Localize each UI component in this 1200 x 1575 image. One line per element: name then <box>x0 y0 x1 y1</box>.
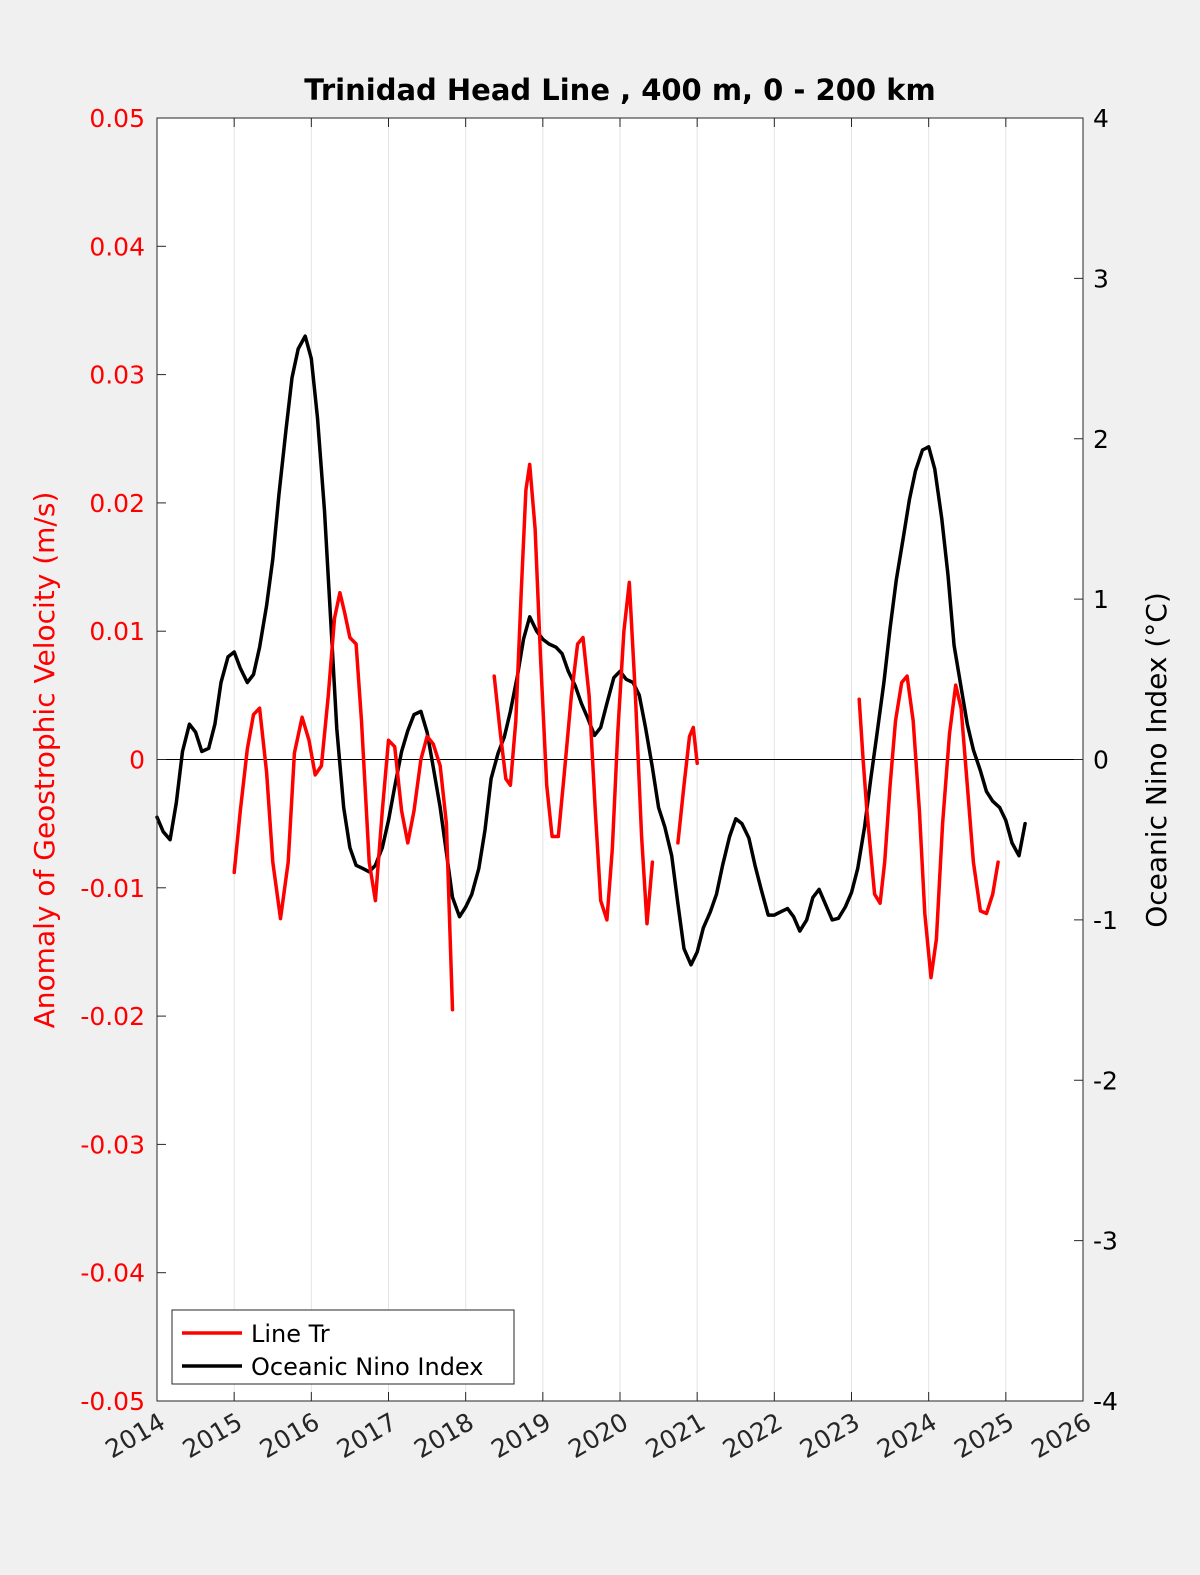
y-right-tick-label: -3 <box>1093 1227 1118 1256</box>
x-tick-label: 2019 <box>486 1407 556 1464</box>
y-left-tick-label: -0.01 <box>80 874 145 903</box>
y-right-tick-label: -4 <box>1093 1387 1118 1416</box>
y-left-label: Anomaly of Geostrophic Velocity (m/s) <box>28 492 61 1029</box>
x-tick-label: 2016 <box>255 1407 325 1464</box>
y-right-tick-label: 1 <box>1093 585 1109 614</box>
y-right-tick-label: 3 <box>1093 264 1109 293</box>
x-tick-label: 2018 <box>409 1407 479 1464</box>
y-right-tick-label: 0 <box>1093 746 1109 775</box>
y-left-tick-label: -0.05 <box>80 1387 145 1416</box>
y-right-tick-label: -1 <box>1093 906 1118 935</box>
y-left-tick-label: 0.05 <box>89 104 145 133</box>
y-left-tick-label: 0.02 <box>89 489 145 518</box>
x-tick-label: 2015 <box>178 1407 248 1464</box>
chart-title: Trinidad Head Line , 400 m, 0 - 200 km <box>304 73 935 107</box>
y-right-tick-label: 4 <box>1093 104 1109 133</box>
line-tr-segment-1 <box>492 462 655 926</box>
line-tr-segment-2 <box>676 725 699 845</box>
legend-label-oni: Oceanic Nino Index <box>251 1353 483 1381</box>
line-tr-segment-3 <box>857 674 1000 980</box>
x-tick-label: 2024 <box>872 1407 942 1464</box>
x-tick-label: 2023 <box>795 1407 865 1464</box>
x-tick-label: 2022 <box>718 1407 788 1464</box>
x-tick-label: 2025 <box>949 1407 1019 1464</box>
y-left-tick-label: 0.04 <box>89 232 145 261</box>
legend-label-line-tr: Line Tr <box>251 1320 330 1348</box>
x-tick-label: 2026 <box>1026 1407 1096 1464</box>
series-layer <box>155 334 1027 1012</box>
y-right-label: Oceanic Nino Index (°C) <box>1140 592 1173 928</box>
x-tick-label: 2021 <box>641 1407 711 1464</box>
legend: Line Tr Oceanic Nino Index <box>171 1309 515 1385</box>
line-tr-segment-0 <box>232 590 455 1012</box>
y-left-tick-label: -0.03 <box>80 1130 145 1159</box>
y-left-tick-label: -0.02 <box>80 1002 145 1031</box>
x-tick-label: 2017 <box>332 1407 402 1464</box>
y-left-tick-label: 0.03 <box>89 361 145 390</box>
x-tick-label: 2020 <box>563 1407 633 1464</box>
y-left-tick-label: 0.01 <box>89 617 145 646</box>
y-right-tick-label: -2 <box>1093 1066 1118 1095</box>
y-left-tick-label: -0.04 <box>80 1259 145 1288</box>
y-right-tick-label: 2 <box>1093 425 1109 454</box>
y-left-tick-label: 0 <box>129 746 145 775</box>
legend-box <box>171 1309 515 1385</box>
